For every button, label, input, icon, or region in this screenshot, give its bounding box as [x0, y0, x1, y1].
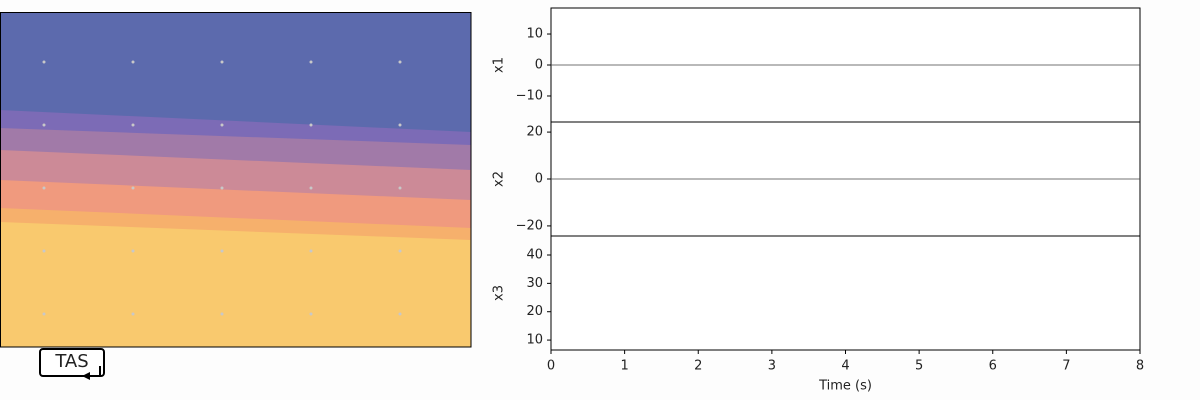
- y-tick-label: 40: [526, 248, 543, 263]
- sample-dot: [220, 249, 224, 253]
- sample-dot: [309, 60, 313, 64]
- sample-dot: [131, 186, 135, 190]
- y-axis-label: x3: [492, 285, 507, 301]
- sample-dot: [309, 123, 313, 127]
- y-axis-label: x1: [492, 57, 507, 73]
- x-tick-label: 5: [915, 359, 923, 374]
- y-tick-label: 30: [526, 276, 543, 291]
- y-tick-label: 20: [526, 304, 543, 319]
- sample-dot: [131, 249, 135, 253]
- sample-dot: [42, 186, 46, 190]
- plots: −10 0 10 x1 −20 0 20 x2 10 20 30 40 x3 0 1 2 3 4 5 6 7 8 Time …: [492, 7, 1144, 394]
- sample-dot: [42, 60, 46, 64]
- sample-dot: [220, 186, 224, 190]
- y-tick-label: 0: [535, 172, 543, 187]
- x-axis-label: Time (s): [818, 379, 872, 394]
- sample-dot: [220, 312, 224, 316]
- x-tick-label: 2: [694, 359, 702, 374]
- sample-dot: [398, 249, 402, 253]
- sample-dot: [309, 249, 313, 253]
- sample-dot: [220, 60, 224, 64]
- y-tick-label: −10: [516, 88, 543, 103]
- y-tick-label: 10: [526, 333, 543, 348]
- x-tick-label: 4: [841, 359, 849, 374]
- sample-dot: [398, 123, 402, 127]
- tas-button[interactable]: TAS: [39, 348, 105, 380]
- x-tick-label: 0: [547, 359, 555, 374]
- x-tick-label: 7: [1062, 359, 1070, 374]
- sample-dot: [398, 60, 402, 64]
- sample-dot: [131, 60, 135, 64]
- sample-dot: [220, 123, 224, 127]
- sample-dot: [309, 312, 313, 316]
- x-tick-label: 6: [989, 359, 997, 374]
- x-tick-label: 8: [1136, 359, 1144, 374]
- button-label[interactable]: TAS: [54, 351, 88, 372]
- sample-dot: [42, 123, 46, 127]
- sample-dot: [42, 312, 46, 316]
- y-tick-label: −20: [516, 218, 543, 233]
- axes-frame: [550, 235, 1141, 351]
- sample-dot: [398, 186, 402, 190]
- sample-dot: [131, 123, 135, 127]
- y-tick-label: 0: [535, 58, 543, 73]
- x-tick-label: 3: [768, 359, 776, 374]
- y-axis-label: x2: [492, 171, 507, 187]
- sample-dot: [398, 312, 402, 316]
- sample-dot: [309, 186, 313, 190]
- x-tick-label: 1: [620, 359, 628, 374]
- sample-dot: [42, 249, 46, 253]
- sample-dot: [131, 312, 135, 316]
- heatmap: [0, 12, 472, 348]
- y-tick-label: 20: [526, 125, 543, 140]
- y-tick-label: 10: [526, 27, 543, 42]
